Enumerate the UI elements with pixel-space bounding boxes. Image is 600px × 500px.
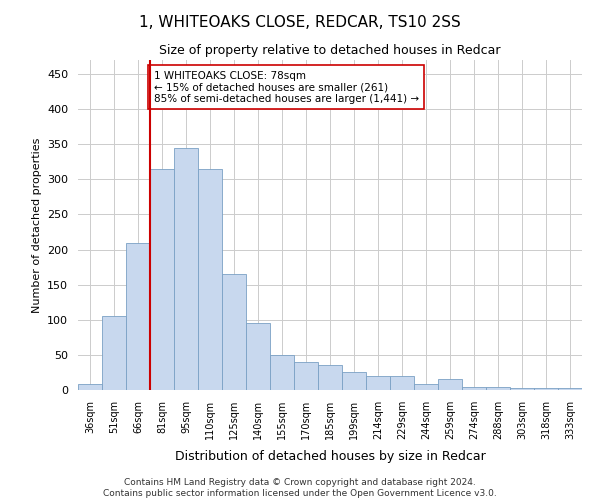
Bar <box>558 388 582 390</box>
Bar <box>318 366 342 390</box>
Bar <box>126 242 150 390</box>
Bar <box>198 169 222 390</box>
Bar <box>222 274 246 390</box>
X-axis label: Distribution of detached houses by size in Redcar: Distribution of detached houses by size … <box>175 450 485 463</box>
Bar <box>486 387 510 390</box>
Bar <box>438 380 462 390</box>
Bar <box>366 376 390 390</box>
Text: Contains HM Land Registry data © Crown copyright and database right 2024.
Contai: Contains HM Land Registry data © Crown c… <box>103 478 497 498</box>
Title: Size of property relative to detached houses in Redcar: Size of property relative to detached ho… <box>159 44 501 58</box>
Bar <box>174 148 198 390</box>
Bar <box>294 362 318 390</box>
Y-axis label: Number of detached properties: Number of detached properties <box>32 138 41 312</box>
Bar <box>102 316 126 390</box>
Bar <box>510 388 534 390</box>
Bar <box>342 372 366 390</box>
Bar <box>414 384 438 390</box>
Bar <box>246 324 270 390</box>
Bar <box>150 169 174 390</box>
Bar <box>534 388 558 390</box>
Text: 1, WHITEOAKS CLOSE, REDCAR, TS10 2SS: 1, WHITEOAKS CLOSE, REDCAR, TS10 2SS <box>139 15 461 30</box>
Text: 1 WHITEOAKS CLOSE: 78sqm
← 15% of detached houses are smaller (261)
85% of semi-: 1 WHITEOAKS CLOSE: 78sqm ← 15% of detach… <box>154 70 419 104</box>
Bar <box>462 387 486 390</box>
Bar <box>270 355 294 390</box>
Bar <box>78 384 102 390</box>
Bar <box>390 376 414 390</box>
